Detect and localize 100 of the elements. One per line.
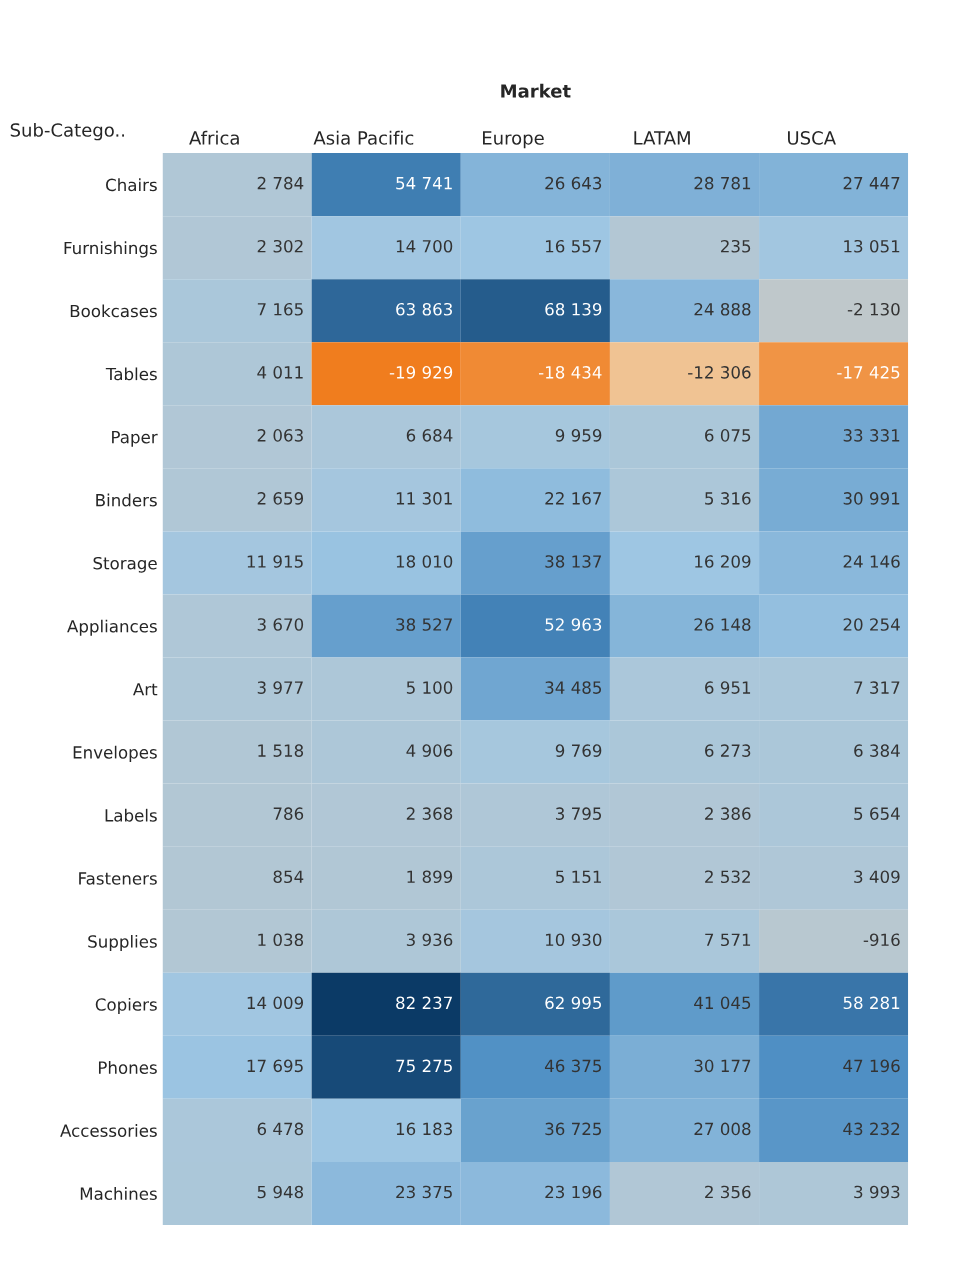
data-label: 6 951 [705,681,751,694]
data-label: 62 995 [545,996,602,1010]
data-label: 20 254 [843,618,900,631]
data-label: 4 906 [406,744,453,757]
data-label: 1 038 [258,933,304,947]
data-label: 34 485 [545,681,602,694]
data-label: 23 196 [545,1185,602,1199]
data-label: 2 302 [257,239,303,253]
data-label: 41 045 [694,996,751,1010]
data-label: 2 368 [406,807,453,820]
data-label: 17 695 [247,1059,303,1073]
data-label: 54 741 [396,177,452,190]
data-label: 28 781 [694,176,751,190]
data-label: 13 051 [844,239,900,253]
data-label: -2 130 [847,302,900,316]
y-tick-label: Appliances [67,619,157,636]
data-label: 26 643 [545,176,602,190]
data-label: 3 993 [854,1185,900,1199]
data-label: 68 139 [545,302,602,316]
y-tick-label: Tables [105,367,157,381]
data-label: 3 409 [854,870,900,884]
data-label: 38 527 [396,618,452,631]
data-label: 2 532 [705,870,750,884]
y-tick-label: Labels [105,808,157,822]
y-tick-label: Machines [80,1187,157,1200]
y-tick-label: Bookcases [70,304,157,318]
data-label: 11 301 [396,492,452,505]
data-label: 47 196 [843,1059,900,1073]
chart-title: Market [501,83,571,98]
data-label: 46 375 [544,1059,602,1073]
data-label: 7 317 [854,681,900,694]
data-label: 23 375 [396,1185,452,1199]
data-label: 1 518 [258,744,304,757]
data-label: 6 273 [705,744,751,757]
data-label: 6 684 [406,429,453,442]
data-label: 27 008 [694,1122,751,1136]
data-label: 3 977 [257,681,303,694]
data-label: 36 725 [545,1122,602,1136]
x-tick-label: USCA [788,131,836,145]
data-label: 1 899 [407,870,453,884]
data-label: 16 209 [695,555,751,568]
y-tick-label: Binders [96,493,157,507]
data-label: -17 425 [837,366,900,379]
data-label: 14 700 [396,239,453,253]
data-label: 14 009 [247,996,304,1010]
data-label: 63 863 [396,302,452,316]
y-tick-label: Phones [98,1061,157,1074]
data-label: 5 151 [556,870,601,884]
data-label: 38 137 [545,555,602,568]
data-label: 6 478 [257,1122,304,1136]
data-label: -916 [863,933,900,947]
y-tick-label: Supplies [88,934,157,952]
data-label: 786 [273,807,304,820]
y-tick-label: Paper [112,431,158,447]
data-label: 2 386 [705,807,751,820]
data-label: 6 384 [854,744,900,757]
data-label: -18 434 [538,366,602,379]
y-tick-label: Accessories [60,1124,157,1137]
data-label: 2 659 [257,492,304,505]
x-tick-label: Africa [189,130,239,145]
y-tick-label: Copiers [95,997,157,1015]
data-label: 235 [721,239,751,253]
data-label: 24 888 [694,302,751,316]
x-tick-label: LATAM [634,131,690,145]
data-label: 3 936 [406,933,453,947]
data-label: 58 281 [843,996,900,1010]
data-label: 5 100 [406,681,453,694]
y-tick-label: Storage [93,556,157,573]
data-label: 30 177 [694,1059,751,1073]
data-label: 5 654 [854,807,900,820]
data-label: 27 447 [843,176,900,190]
data-label: 3 795 [556,807,602,820]
data-label: 2 784 [257,176,304,190]
data-label: 18 010 [396,555,453,568]
data-label: 9 769 [555,744,602,757]
data-label: 3 670 [257,618,304,631]
data-label: 5 948 [257,1185,304,1199]
y-tick-label: Art [133,683,158,696]
data-label: 33 331 [843,429,900,442]
data-label: 75 275 [396,1059,452,1073]
data-label: -12 306 [688,366,751,379]
x-tick-label: Asia Pacific [313,130,414,145]
y-tick-label: Envelopes [73,745,157,762]
y-tick-label: Chairs [106,178,157,192]
data-label: 7 165 [257,302,303,316]
data-label: 4 011 [257,366,303,379]
data-label: 9 959 [555,429,602,442]
data-label: 2 356 [705,1185,751,1199]
data-label: 16 183 [396,1122,452,1136]
data-label: 30 991 [843,492,900,505]
y-tick-label: Furnishings [64,241,157,258]
y-tick-label: Fasteners [79,872,157,885]
data-label: 6 075 [705,429,751,442]
data-label: 5 316 [705,492,751,505]
x-tick-label: Europe [483,131,544,149]
data-label: 22 167 [545,492,602,505]
data-label: 26 148 [694,618,751,631]
data-label: 52 963 [545,618,602,631]
data-label: 43 232 [843,1122,900,1136]
data-label: -19 929 [389,366,453,379]
